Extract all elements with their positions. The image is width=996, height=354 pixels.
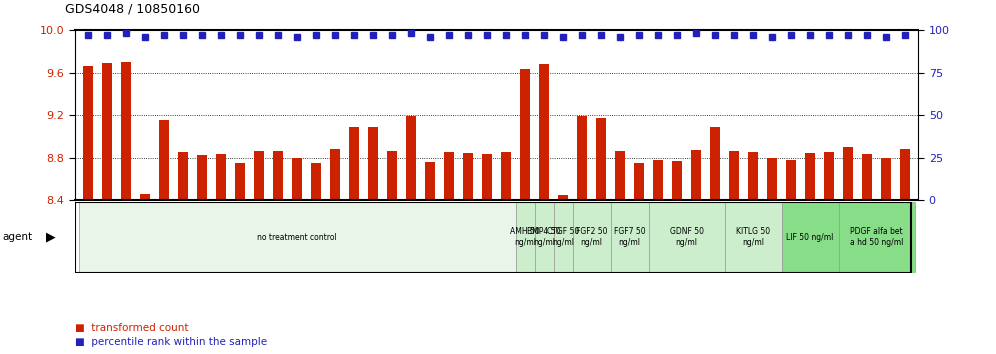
Bar: [368, 127, 378, 200]
Text: GDS4048 / 10850160: GDS4048 / 10850160: [65, 3, 200, 16]
Bar: [554, 202, 573, 273]
Bar: [710, 127, 720, 200]
Bar: [824, 152, 835, 200]
Text: PDGF alfa bet
a hd 50 ng/ml: PDGF alfa bet a hd 50 ng/ml: [850, 227, 903, 247]
Bar: [839, 202, 914, 273]
Bar: [805, 153, 816, 200]
Text: AMH 50
ng/ml: AMH 50 ng/ml: [510, 227, 540, 247]
Bar: [235, 163, 245, 200]
Bar: [273, 151, 283, 200]
Bar: [520, 69, 530, 200]
Text: ■  transformed count: ■ transformed count: [75, 323, 188, 333]
Bar: [786, 160, 796, 200]
Bar: [197, 155, 207, 200]
Bar: [899, 149, 910, 200]
Bar: [880, 158, 891, 200]
Bar: [843, 147, 854, 200]
Text: FGF2 50
ng/ml: FGF2 50 ng/ml: [576, 227, 608, 247]
Bar: [292, 158, 302, 200]
Bar: [615, 151, 625, 200]
Text: ▶: ▶: [46, 231, 56, 244]
Bar: [405, 116, 416, 200]
Bar: [596, 118, 607, 200]
Bar: [83, 66, 94, 200]
Bar: [501, 152, 511, 200]
Text: KITLG 50
ng/ml: KITLG 50 ng/ml: [736, 227, 770, 247]
Bar: [121, 62, 131, 200]
Bar: [482, 154, 492, 200]
Bar: [139, 194, 150, 200]
Text: no treatment control: no treatment control: [257, 233, 337, 242]
Bar: [573, 202, 611, 273]
Bar: [444, 152, 454, 200]
Bar: [648, 202, 724, 273]
Bar: [158, 120, 169, 200]
Text: FGF7 50
ng/ml: FGF7 50 ng/ml: [614, 227, 645, 247]
Bar: [311, 163, 322, 200]
Bar: [216, 154, 226, 200]
Text: LIF 50 ng/ml: LIF 50 ng/ml: [786, 233, 834, 242]
Bar: [633, 163, 644, 200]
Text: ■  percentile rank within the sample: ■ percentile rank within the sample: [75, 337, 267, 347]
Bar: [724, 202, 782, 273]
Text: CTGF 50
ng/ml: CTGF 50 ng/ml: [547, 227, 579, 247]
Bar: [671, 161, 682, 200]
Text: GDNF 50
ng/ml: GDNF 50 ng/ml: [669, 227, 703, 247]
Bar: [729, 151, 739, 200]
Bar: [652, 160, 663, 200]
Bar: [539, 64, 549, 200]
Bar: [79, 202, 516, 273]
Bar: [349, 127, 360, 200]
Bar: [782, 202, 839, 273]
Bar: [748, 152, 758, 200]
Bar: [177, 152, 188, 200]
Bar: [386, 151, 397, 200]
Bar: [254, 151, 264, 200]
Bar: [516, 202, 535, 273]
Bar: [691, 150, 701, 200]
Bar: [424, 162, 435, 200]
Text: BMP4 50
ng/ml: BMP4 50 ng/ml: [527, 227, 561, 247]
Bar: [767, 158, 777, 200]
Bar: [558, 195, 569, 200]
Bar: [463, 153, 473, 200]
Text: agent: agent: [2, 232, 32, 242]
Bar: [611, 202, 648, 273]
Bar: [535, 202, 554, 273]
Bar: [330, 149, 341, 200]
Bar: [577, 116, 588, 200]
Bar: [862, 154, 872, 200]
Bar: [102, 63, 113, 200]
